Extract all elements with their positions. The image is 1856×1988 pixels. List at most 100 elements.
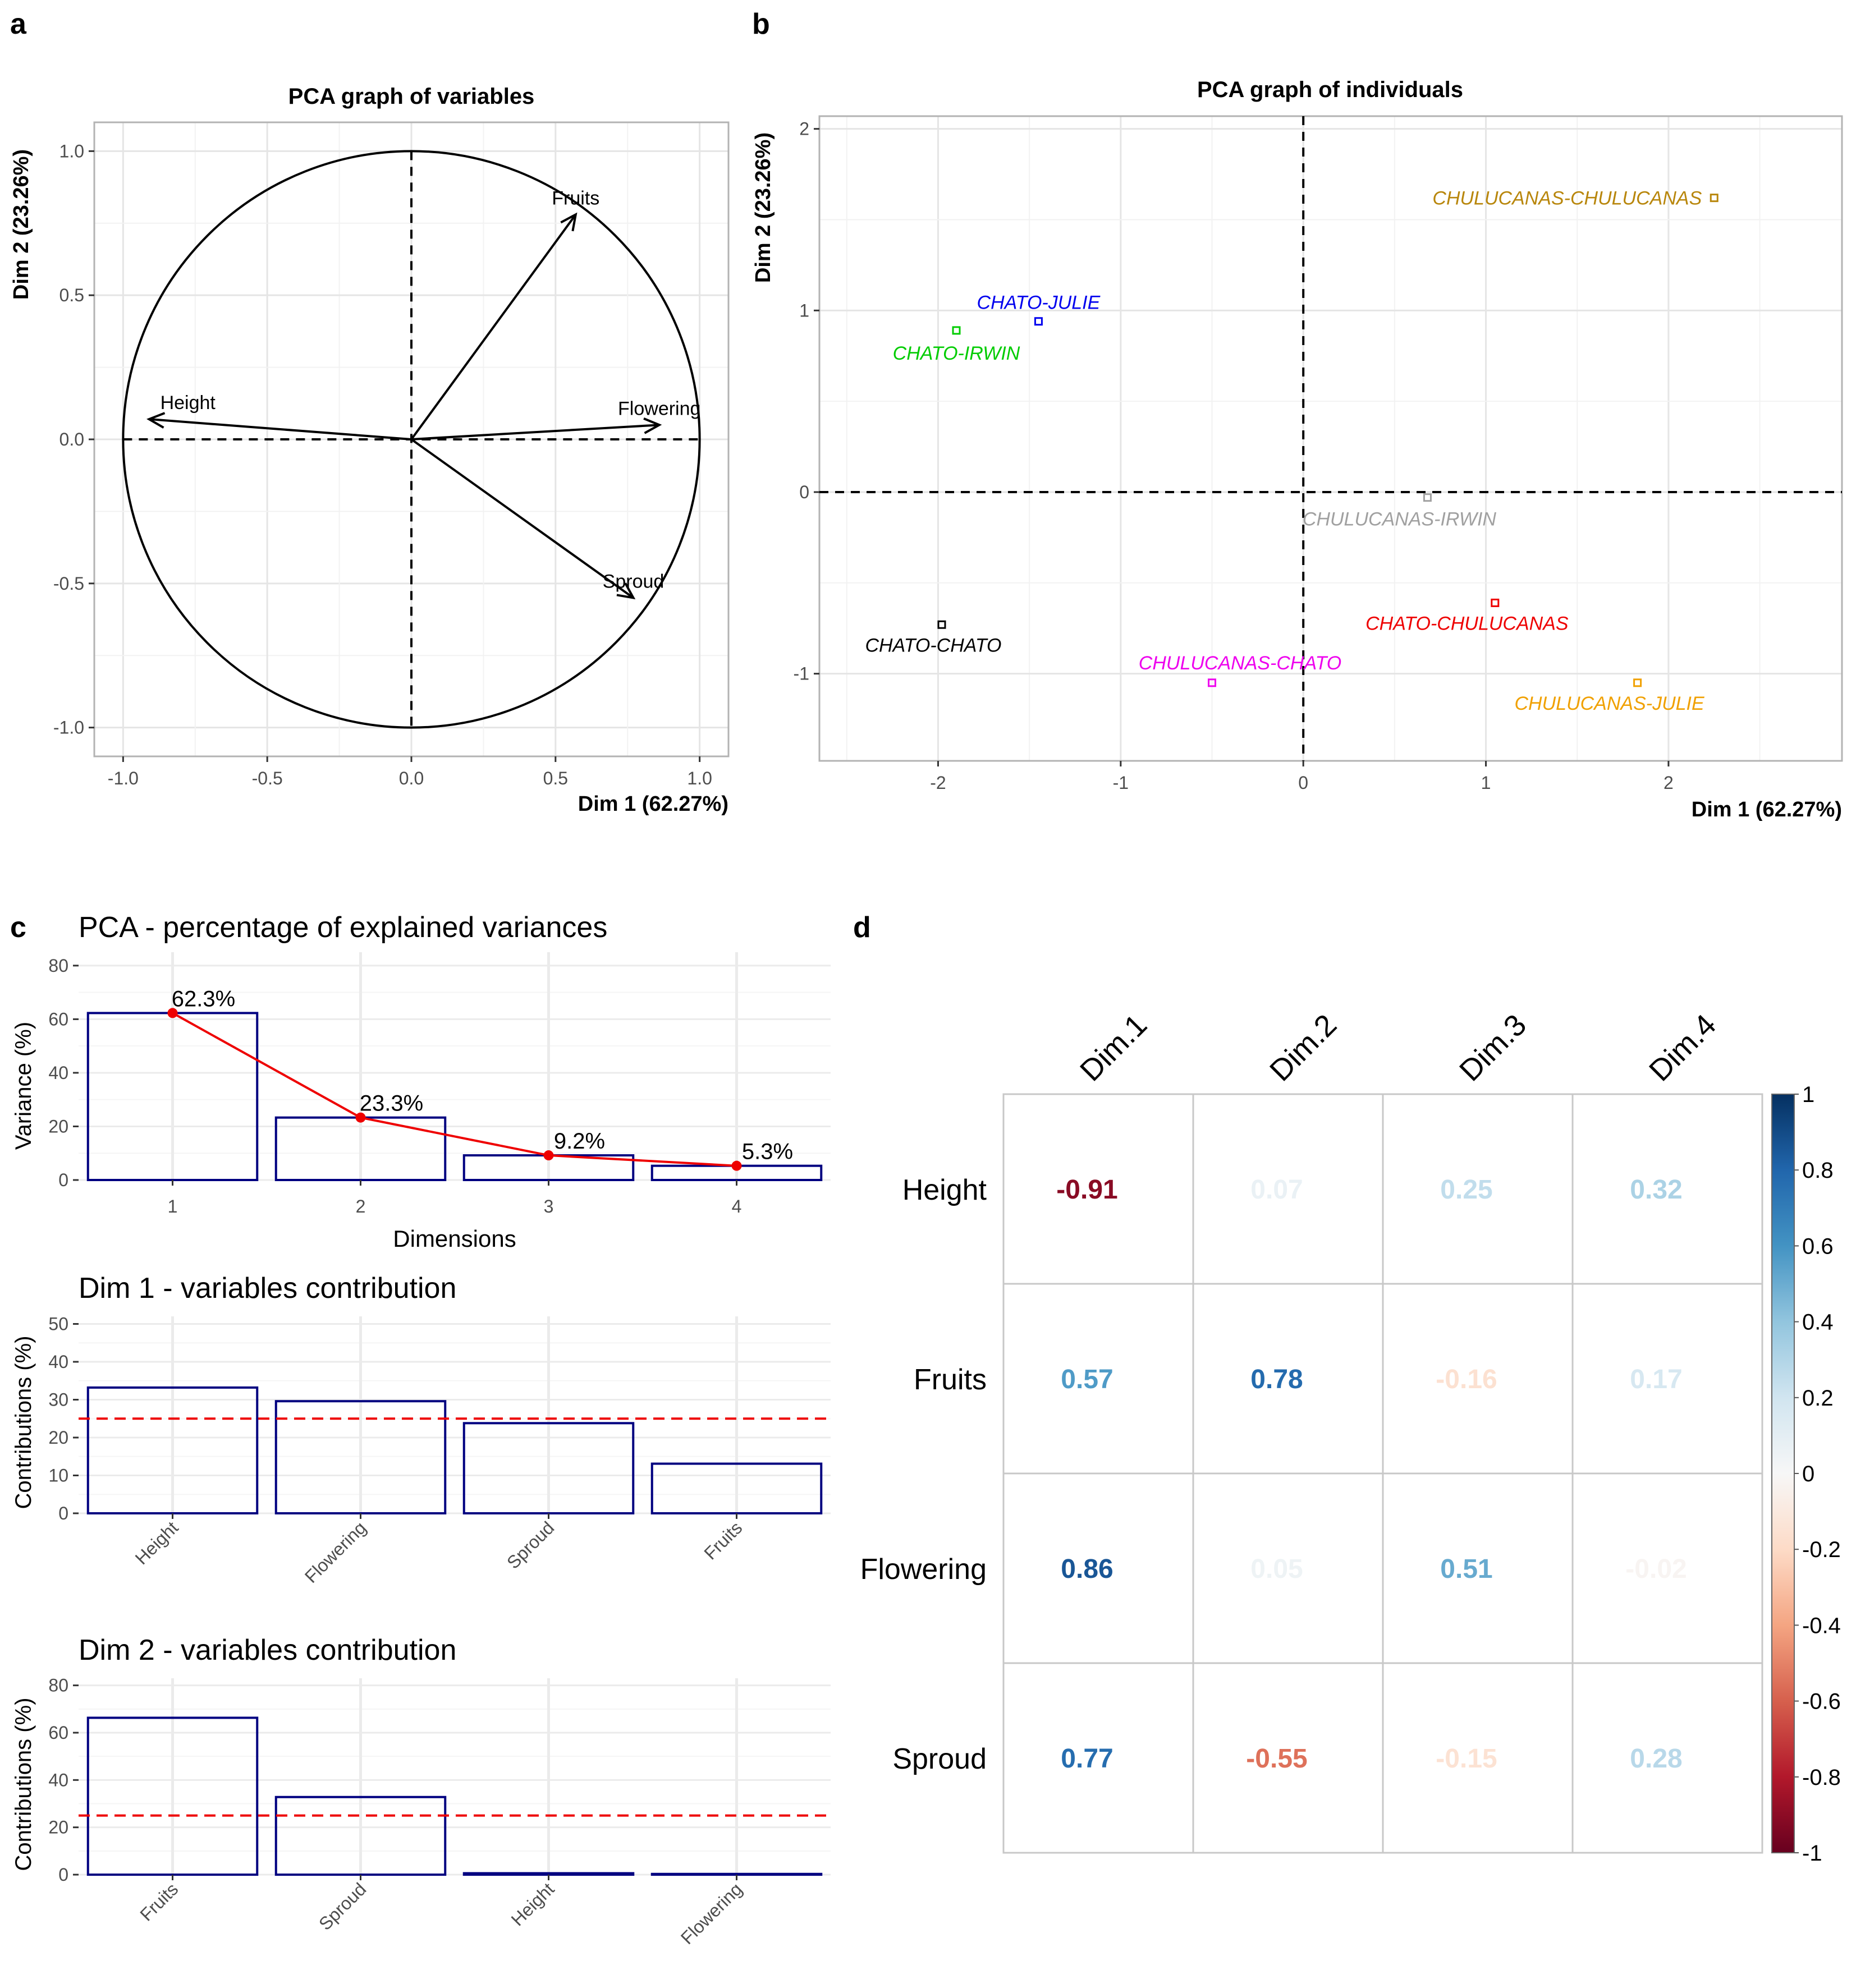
corr-cell-sproud-dim4 xyxy=(1571,1662,1763,1854)
point-chulucanas-chulucanas xyxy=(1710,194,1718,203)
dim2-contrib-y-axis-label: Contributions (%) xyxy=(11,1697,36,1871)
vector-label-sproud: Sproud xyxy=(603,571,665,593)
panel-b-point-labels: CHULUCANAS-CHULUCANAS CHATO-JULIE CHATO-IR… xyxy=(865,188,1704,714)
vector-arrow-flowering xyxy=(411,424,659,440)
corr-colorbar-ticks: 1 0.8 0.6 0.4 0.2 0 -0.2 -0.4 -0.6 -0.8 -1 xyxy=(1794,1082,1841,1866)
x-tick-label: 3 xyxy=(544,1196,554,1216)
corr-column-label: Dim.3 xyxy=(1453,1008,1533,1087)
dim2-contrib-x-ticks: Fruits Sproud Height Flowering xyxy=(136,1875,746,1948)
corr-value: 0.77 xyxy=(1061,1744,1113,1774)
vector-label-flowering: Flowering xyxy=(618,398,700,419)
corr-value: 0.25 xyxy=(1440,1175,1492,1205)
y-tick-label: 20 xyxy=(48,1116,68,1136)
panel-letter-b: b xyxy=(752,8,770,40)
corr-colorbar xyxy=(1771,1094,1795,1853)
x-tick-label: Fruits xyxy=(700,1517,746,1563)
y-tick-label: 0 xyxy=(58,1865,68,1885)
x-tick-label: 1 xyxy=(1481,773,1491,793)
panel-letter-c: c xyxy=(10,911,26,944)
point-label-chulucanas-chulucanas: CHULUCANAS-CHULUCANAS xyxy=(1432,188,1702,209)
point-chulucanas-julie xyxy=(1633,678,1642,687)
vector-arrowhead xyxy=(146,412,166,429)
corr-value: -0.16 xyxy=(1436,1365,1497,1394)
vector-arrowhead xyxy=(643,417,662,434)
point-chato-irwin xyxy=(952,326,961,335)
x-tick-label: -0.5 xyxy=(252,768,283,788)
scree-point xyxy=(543,1150,554,1161)
scree-data-label: 23.3% xyxy=(360,1091,423,1116)
scree-point xyxy=(731,1160,742,1171)
x-tick-label: 4 xyxy=(732,1196,742,1216)
scree-line-path xyxy=(172,1012,737,1167)
corr-cell-height-dim4 xyxy=(1571,1093,1763,1285)
corr-cell-flowering-dim3 xyxy=(1382,1472,1574,1664)
y-tick-label: 0 xyxy=(58,1170,68,1190)
corr-column-labels: Dim.1 Dim.2 Dim.3 Dim.4 xyxy=(1074,1008,1722,1087)
y-tick-label: 80 xyxy=(48,956,68,976)
x-tick-label: 2 xyxy=(1663,773,1674,793)
colorbar-tick-label: -1 xyxy=(1802,1841,1822,1866)
corr-value: -0.91 xyxy=(1056,1175,1117,1205)
dim2-contrib-grid xyxy=(79,1678,831,1876)
panel-c-dim2-contribution: Dim 2 - variables contribution 0 20 40 60 80… xyxy=(11,1634,831,1948)
panel-d-correlation-plot: -0.91 0.07 0.25 0.32 0.57 0.78 -0.16 0.17 0.86 0.… xyxy=(860,1008,1841,1866)
scree-title: PCA - percentage of explained variances xyxy=(79,911,607,944)
y-tick-label: -0.5 xyxy=(53,573,84,594)
panel-a-x-axis-label: Dim 1 (62.27%) xyxy=(578,792,728,816)
scree-bars xyxy=(86,1012,823,1182)
corr-row-label: Fruits xyxy=(914,1363,987,1396)
bar-flowering xyxy=(650,1872,823,1876)
corr-value: 0.78 xyxy=(1250,1365,1303,1394)
corr-cells xyxy=(1002,1093,1763,1854)
x-tick-label: -2 xyxy=(930,773,946,793)
dim1-contrib-title: Dim 1 - variables contribution xyxy=(79,1272,456,1305)
colorbar-tick-label: 0.2 xyxy=(1802,1386,1834,1411)
x-tick-label: -1 xyxy=(1113,773,1129,793)
corr-row-label: Sproud xyxy=(892,1743,987,1775)
scree-point xyxy=(167,1008,178,1018)
x-tick-label: Flowering xyxy=(301,1517,370,1587)
scree-x-ticks: 1 2 3 4 xyxy=(168,1180,742,1216)
colorbar-tick-label: 0.8 xyxy=(1802,1158,1834,1183)
x-tick-label: Fruits xyxy=(136,1879,182,1925)
panel-c-dim1-contribution: Dim 1 - variables contribution 0 10 20 30 40… xyxy=(11,1272,831,1587)
y-tick-label: 80 xyxy=(48,1675,68,1696)
corr-value: -0.55 xyxy=(1246,1744,1307,1774)
x-tick-label: 1 xyxy=(168,1196,178,1216)
corr-value: 0.32 xyxy=(1630,1175,1682,1205)
point-chato-chato xyxy=(937,620,946,629)
x-tick-label: Flowering xyxy=(677,1879,746,1948)
colorbar-tick-label: -0.4 xyxy=(1802,1613,1841,1638)
corr-value: -0.15 xyxy=(1436,1744,1497,1774)
y-tick-label: 40 xyxy=(48,1352,68,1372)
colorbar-tick-label: -0.2 xyxy=(1802,1537,1841,1562)
x-tick-label: 2 xyxy=(356,1196,366,1216)
corr-value: 0.07 xyxy=(1250,1175,1303,1205)
corr-value: 0.51 xyxy=(1440,1554,1492,1584)
corr-cell-height-dim1 xyxy=(1002,1093,1194,1285)
scree-x-axis-label: Dimensions xyxy=(393,1225,516,1252)
x-tick-label: Sproud xyxy=(503,1517,558,1572)
vector-arrow-fruits xyxy=(410,214,577,440)
dim2-contrib-y-ticks: 0 20 40 60 80 xyxy=(48,1675,79,1885)
point-chulucanas-chato xyxy=(1208,678,1217,687)
y-tick-label: 0.0 xyxy=(59,429,84,449)
panel-a-vector-labels: Fruits Height Flowering Sproud xyxy=(161,187,701,592)
panel-b-guides xyxy=(819,116,1842,761)
point-label-chulucanas-irwin: CHULUCANAS-IRWIN xyxy=(1303,509,1497,530)
y-tick-label: 60 xyxy=(48,1009,68,1029)
panel-b-x-axis-label: Dim 1 (62.27%) xyxy=(1692,798,1842,821)
scree-line xyxy=(167,1008,742,1171)
y-tick-label: 20 xyxy=(48,1817,68,1838)
colorbar-tick-label: 0 xyxy=(1802,1462,1814,1486)
point-chato-chulucanas xyxy=(1491,598,1500,607)
vector-arrowhead xyxy=(616,582,636,600)
point-chulucanas-irwin xyxy=(1423,493,1432,502)
scree-data-label: 5.3% xyxy=(742,1140,793,1164)
colorbar-tick-label: 0.6 xyxy=(1802,1234,1834,1259)
panel-b-individuals-plot: PCA graph of individuals CHULUCANAS-CHUL… xyxy=(751,77,1843,821)
x-tick-label: Height xyxy=(507,1879,558,1930)
dim2-contrib-title: Dim 2 - variables contribution xyxy=(79,1634,456,1666)
point-label-chato-julie: CHATO-JULIE xyxy=(977,292,1101,314)
x-tick-label: 0.0 xyxy=(399,768,424,788)
